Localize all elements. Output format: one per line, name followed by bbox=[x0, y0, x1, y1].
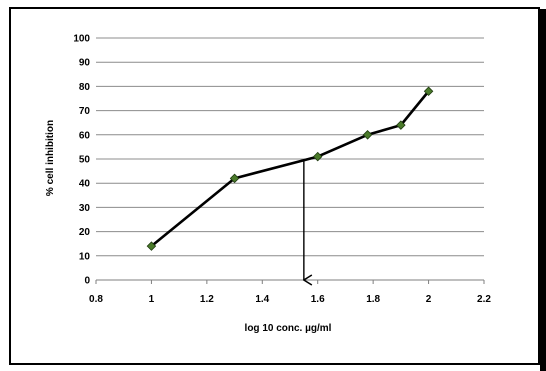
x-tick-label: 0.8 bbox=[89, 294, 103, 305]
series-group bbox=[146, 86, 434, 251]
x-tick-label: 2.2 bbox=[477, 294, 491, 305]
x-axis-title: log 10 conc. µg/ml bbox=[245, 323, 332, 334]
y-axis-title: % cell inhibition bbox=[45, 120, 56, 196]
y-tick-label: 70 bbox=[79, 106, 91, 117]
data-point bbox=[396, 120, 406, 130]
x-tick-label: 1.6 bbox=[311, 294, 325, 305]
series-line bbox=[150, 90, 430, 248]
y-tick-label: 30 bbox=[79, 203, 91, 214]
y-tick-label: 90 bbox=[79, 58, 91, 69]
y-tick-label: 100 bbox=[73, 34, 90, 45]
gridlines bbox=[96, 37, 484, 257]
chart-frame bbox=[9, 7, 540, 365]
data-point bbox=[146, 241, 157, 251]
x-tick-label: 1.2 bbox=[200, 294, 214, 305]
x-tick-label: 2 bbox=[426, 294, 432, 305]
y-tick-label: 20 bbox=[79, 227, 91, 238]
y-tick-label: 40 bbox=[79, 179, 91, 190]
x-tick-label: 1 bbox=[149, 294, 155, 305]
y-tick-labels: 0 10 20 30 40 50 60 70 80 90 100 bbox=[73, 34, 90, 287]
data-point bbox=[229, 173, 240, 184]
x-tick-label: 1.8 bbox=[366, 294, 380, 305]
y-tick-label: 10 bbox=[79, 251, 91, 262]
x-tick-labels: 0.8 1 1.2 1.4 1.6 1.8 2 2.2 bbox=[89, 280, 491, 305]
y-tick-label: 50 bbox=[79, 155, 91, 166]
data-point bbox=[362, 130, 373, 140]
y-tick-label: 80 bbox=[79, 82, 91, 93]
data-point bbox=[423, 86, 434, 97]
frame-shadow bbox=[540, 9, 546, 371]
x-tick-label: 1.4 bbox=[255, 294, 269, 305]
y-tick-label: 60 bbox=[79, 130, 91, 141]
data-point bbox=[312, 151, 323, 162]
y-tick-label: 0 bbox=[84, 276, 90, 287]
